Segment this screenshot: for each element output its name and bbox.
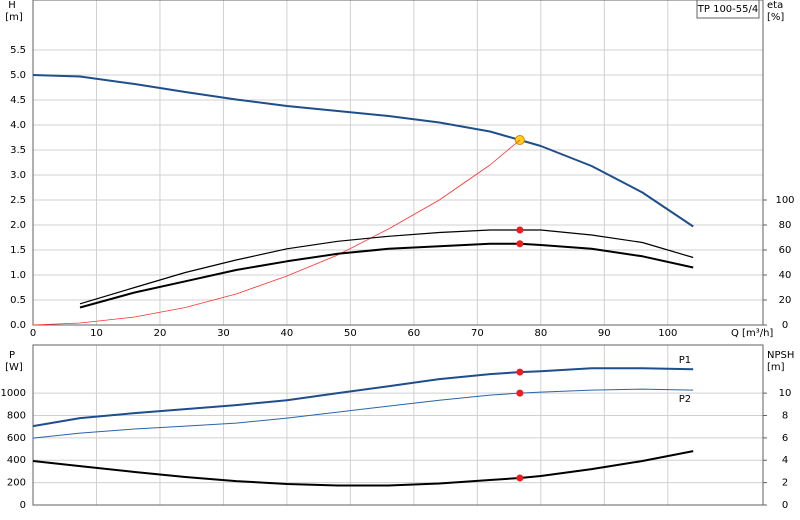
y2-tick-label: 0 [782, 320, 788, 331]
y-tick-label: 400 [7, 455, 26, 466]
y2-tick-label: 0 [782, 500, 788, 511]
duty-point [516, 226, 524, 234]
y-tick-label: 3.5 [10, 145, 26, 156]
y2-tick-label: 10 [779, 388, 792, 399]
y-tick-label: 4.5 [10, 95, 26, 106]
series-line [79, 229, 694, 305]
y-tick-label: 1.0 [10, 270, 26, 281]
y-tick-label: 1.5 [10, 245, 26, 256]
duty-point [516, 389, 524, 397]
y-axis-label: P [9, 350, 15, 361]
y-tick-label: 3.0 [10, 170, 26, 181]
y-axis-unit: [W] [5, 362, 23, 373]
y-tick-label: 0 [20, 500, 26, 511]
x-tick-label: 40 [281, 328, 294, 339]
series-label: P1 [679, 355, 691, 366]
series-line [32, 139, 521, 326]
y2-axis-unit: [m] [767, 362, 785, 373]
series-line [32, 367, 694, 428]
y-axis-label: H [8, 0, 16, 11]
model-box [696, 0, 760, 19]
x-tick-label: 70 [471, 328, 484, 339]
y-axis-unit: [m] [5, 12, 23, 23]
y2-axis-unit: [%] [767, 12, 784, 23]
y-tick-label: 0.5 [10, 295, 26, 306]
y-tick-label: 5.0 [10, 70, 26, 81]
y-tick-label: 2.5 [10, 195, 26, 206]
y-tick-label: 2.0 [10, 220, 26, 231]
y2-tick-label: 2 [782, 478, 788, 489]
y2-axis-label: NPSH [767, 350, 794, 361]
plot-frame [32, 0, 764, 326]
series-line [79, 242, 694, 309]
y2-tick-label: 80 [779, 220, 792, 231]
y2-axis-label: eta [767, 0, 783, 11]
y-tick-label: 1000 [1, 388, 26, 399]
x-tick-label: 100 [658, 328, 677, 339]
x-tick-label: 10 [90, 328, 103, 339]
model-label: TP 100-55/4 [697, 4, 758, 15]
x-tick-label: 90 [598, 328, 611, 339]
series-line [32, 74, 694, 228]
x-tick-label: 50 [344, 328, 357, 339]
series-line [32, 388, 694, 439]
y-tick-label: 200 [7, 478, 26, 489]
duty-point [516, 240, 524, 248]
x-tick-label: 80 [534, 328, 547, 339]
duty-point [516, 474, 524, 482]
y2-tick-label: 8 [782, 410, 788, 421]
y-tick-label: 4.0 [10, 120, 26, 131]
y2-tick-label: 20 [779, 295, 792, 306]
y-tick-label: 800 [7, 410, 26, 421]
plot-frame [32, 344, 764, 506]
y-tick-label: 5.5 [10, 45, 26, 56]
x-tick-label: 0 [30, 328, 36, 339]
x-tick-label: 20 [154, 328, 167, 339]
y2-tick-label: 4 [782, 455, 788, 466]
y2-tick-label: 60 [779, 245, 792, 256]
y2-tick-label: 6 [782, 433, 788, 444]
y2-tick-label: 100 [775, 195, 794, 206]
y-tick-label: 600 [7, 433, 26, 444]
y-tick-label: 0.0 [10, 320, 26, 331]
x-tick-label: 30 [217, 328, 230, 339]
y2-tick-label: 40 [779, 270, 792, 281]
duty-point [516, 368, 524, 376]
series-line [32, 450, 694, 487]
series-label: P2 [679, 394, 691, 405]
x-axis-label: Q [m³/h] [731, 328, 773, 339]
x-tick-label: 60 [408, 328, 421, 339]
